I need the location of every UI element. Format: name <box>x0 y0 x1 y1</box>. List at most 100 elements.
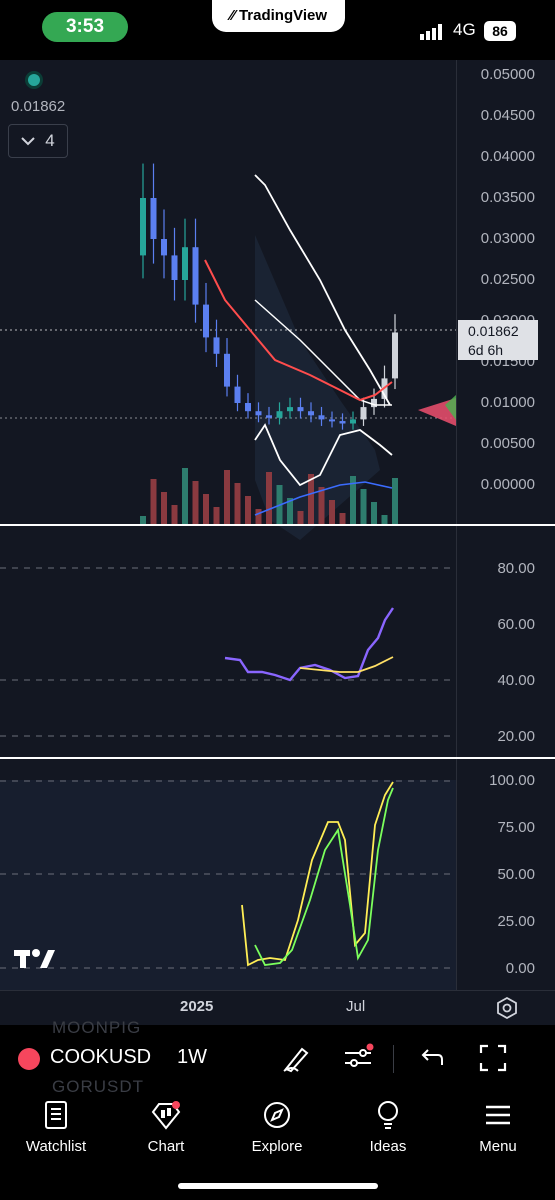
volume-bar <box>329 500 335 524</box>
candle-body <box>203 304 209 338</box>
volume-bar <box>350 476 356 524</box>
tab-chart[interactable]: Chart <box>116 1100 216 1155</box>
home-indicator <box>178 1183 378 1189</box>
tab-watchlist[interactable]: Watchlist <box>6 1100 106 1155</box>
legend-last-price: 0.01862 <box>11 98 66 115</box>
indicators-icon[interactable] <box>343 1043 375 1073</box>
volume-bar <box>234 483 241 524</box>
book-icon <box>45 1101 67 1129</box>
candle-body <box>213 337 220 354</box>
chart-settings-icon[interactable] <box>496 997 518 1019</box>
status-time[interactable]: 3:53 <box>42 12 128 42</box>
pane-separator[interactable] <box>0 524 555 526</box>
time-axis-label: Jul <box>346 998 366 1015</box>
chart-icon <box>151 1101 181 1130</box>
toolbar-divider <box>393 1045 394 1073</box>
chevron-down-icon <box>21 137 35 146</box>
volume-bar <box>213 507 220 524</box>
mid-band-line <box>254 299 392 406</box>
candles-group <box>140 163 398 430</box>
tab-menu[interactable]: Menu <box>448 1100 548 1155</box>
volume-bar <box>392 478 398 524</box>
ghost-symbol-below: GORUSDT <box>52 1077 144 1096</box>
volume-bar <box>224 470 230 524</box>
candle-body <box>140 198 146 256</box>
fullscreen-icon[interactable] <box>478 1043 508 1073</box>
stoch-axis-label: 100.00 <box>489 772 535 789</box>
stoch-axis-label: 50.00 <box>497 866 535 883</box>
price-axis-label: 0.00500 <box>480 435 535 452</box>
volume-bar <box>287 498 293 524</box>
sma-line <box>204 259 393 402</box>
volume-bar <box>192 481 199 524</box>
volume-bar <box>140 516 146 524</box>
candle-body <box>350 419 356 424</box>
candle-body <box>171 255 178 280</box>
tradingview-watermark-icon <box>14 949 55 968</box>
stoch-axis-label: 0.00 <box>505 960 535 977</box>
time-axis-label: 2025 <box>180 998 214 1015</box>
indicator-count: 4 <box>45 131 55 150</box>
drawing-tools-icon[interactable] <box>282 1043 310 1073</box>
candle-body <box>192 247 199 305</box>
rsi-axis-label: 60.00 <box>497 616 535 633</box>
candle-body <box>245 403 251 412</box>
price-axis-label: 0.05000 <box>480 66 535 83</box>
price-axis-label: 0.03000 <box>480 230 535 247</box>
pane-separator[interactable] <box>0 757 555 759</box>
app-pill[interactable]: ⁄⁄ TradingView <box>212 0 345 32</box>
price-axis-label: 0.04000 <box>480 148 535 165</box>
price-axis-label: 0.02500 <box>480 271 535 288</box>
candle-body <box>255 411 262 416</box>
tab-bar <box>0 1093 555 1200</box>
candle-body <box>318 415 325 420</box>
current-price-tag[interactable]: 0.01862 6d 6h <box>458 320 538 360</box>
candle-body <box>297 407 304 412</box>
symbol-selector[interactable]: COOKUSD <box>50 1046 152 1068</box>
indicators-collapse-button[interactable]: 4 <box>8 124 68 158</box>
candle-body <box>276 411 283 418</box>
volume-bar <box>255 509 262 524</box>
battery-icon: 86 <box>484 21 516 41</box>
stoch-d-line <box>254 787 394 966</box>
tab-label: Chart <box>147 1138 185 1155</box>
stoch-bg <box>0 780 456 990</box>
volume-bar <box>182 468 188 524</box>
live-dot-icon <box>28 74 40 86</box>
volume-bar <box>245 496 251 524</box>
price-axis-label: 0.00000 <box>480 476 535 493</box>
signal-icon <box>420 24 442 40</box>
tab-label: Ideas <box>369 1138 407 1155</box>
volume-ma-line <box>254 481 393 516</box>
volume-bar <box>203 494 209 524</box>
current-price-tag-value: 0.01862 <box>468 323 519 339</box>
undo-icon[interactable] <box>418 1043 444 1073</box>
status-bar: 3:53 ⁄⁄ TradingView 4G 86 <box>0 0 555 60</box>
volume-bar <box>150 479 157 524</box>
compass-icon <box>264 1102 290 1128</box>
volume-bar <box>308 474 314 524</box>
candle-body <box>371 398 377 408</box>
candle-body <box>234 386 241 403</box>
volume-bar <box>360 489 367 524</box>
symbol-logo-icon <box>18 1048 40 1070</box>
volume-bar <box>297 511 304 524</box>
tab-ideas[interactable]: Ideas <box>338 1100 438 1155</box>
chart-canvas[interactable] <box>0 60 555 1025</box>
volume-bar <box>339 513 346 524</box>
rsi-ma-line <box>299 656 394 673</box>
interval-selector[interactable]: 1W <box>177 1046 207 1068</box>
candle-body <box>182 247 188 280</box>
rsi-axis-label: 80.00 <box>497 560 535 577</box>
app-pill-label: TradingView <box>238 7 328 24</box>
tab-label: Watchlist <box>25 1138 87 1155</box>
price-axis-border <box>456 60 457 1025</box>
candle-body <box>287 407 293 412</box>
tab-explore[interactable]: Explore <box>227 1100 327 1155</box>
candle-body <box>161 239 167 256</box>
volume-bar <box>161 492 167 524</box>
ghost-symbol-above: MOONPIG <box>52 1018 142 1037</box>
time-axis[interactable] <box>0 990 555 1026</box>
stoch-axis-label: 25.00 <box>497 913 535 930</box>
candle-body <box>339 421 346 424</box>
